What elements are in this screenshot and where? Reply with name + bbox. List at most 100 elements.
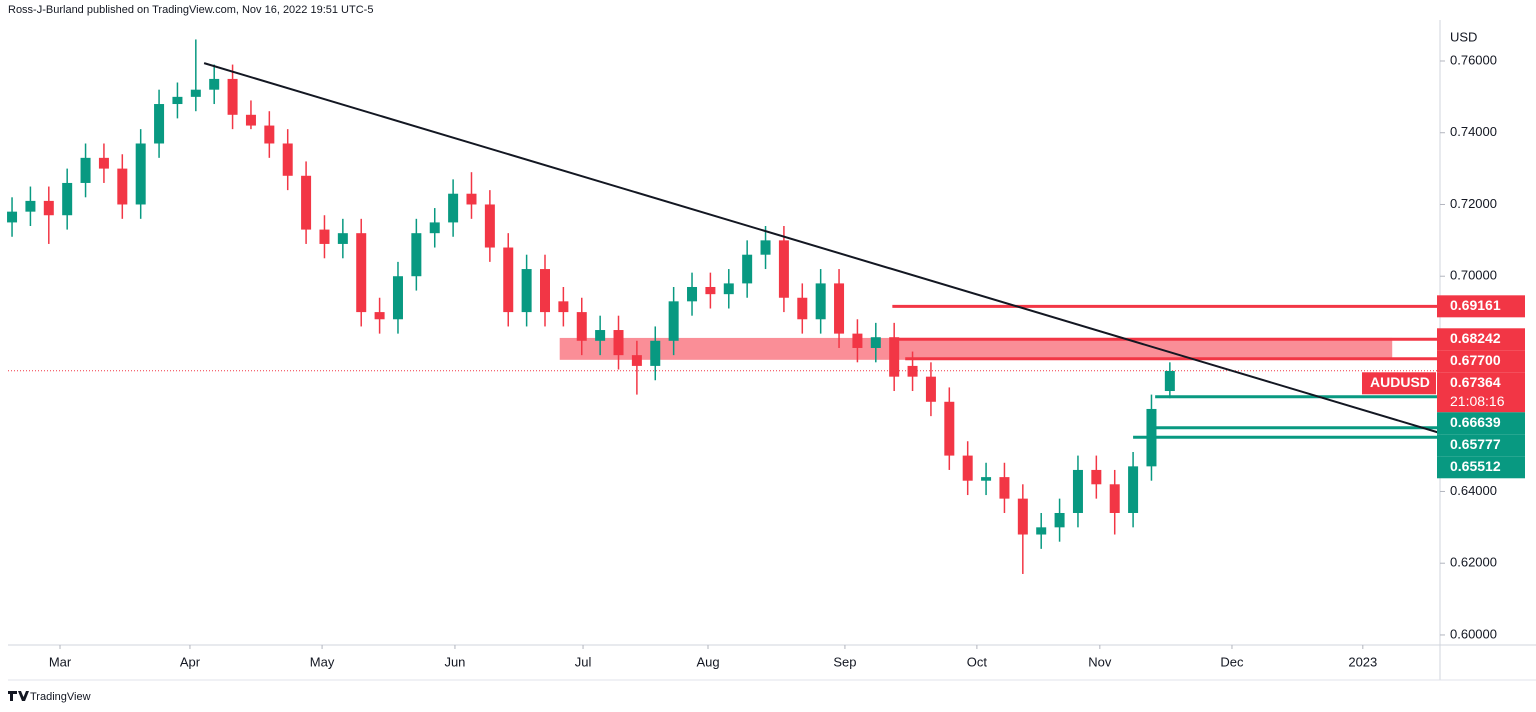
candle-body bbox=[1036, 527, 1047, 535]
trendline bbox=[203, 62, 1441, 434]
brand-logo bbox=[8, 691, 29, 701]
candle-body bbox=[1164, 370, 1175, 392]
candle-body bbox=[503, 247, 514, 313]
candle-body bbox=[1109, 484, 1120, 513]
price-label: 0.68242 bbox=[1450, 330, 1501, 346]
candle-body bbox=[264, 125, 275, 144]
candle-body bbox=[1146, 408, 1157, 467]
price-label-box bbox=[1437, 328, 1525, 351]
y-axis-label: USD bbox=[1450, 29, 1477, 44]
candle-body bbox=[1091, 469, 1102, 485]
candle-body bbox=[613, 330, 624, 356]
x-tick-label: Dec bbox=[1220, 654, 1244, 669]
candle-body bbox=[135, 143, 146, 205]
x-tick-label: Jul bbox=[575, 654, 592, 669]
candle-body bbox=[154, 104, 165, 144]
candle-body bbox=[429, 222, 440, 234]
candle-body bbox=[631, 355, 642, 366]
candle-body bbox=[172, 96, 183, 105]
candle-body bbox=[374, 312, 385, 320]
candle-body bbox=[117, 168, 128, 205]
price-label-box bbox=[1437, 412, 1525, 435]
byline: Ross-J-Burland published on TradingView.… bbox=[8, 4, 373, 16]
candle-body bbox=[282, 143, 293, 176]
y-tick-label: 0.76000 bbox=[1450, 52, 1497, 67]
candle-body bbox=[319, 229, 330, 244]
candle-body bbox=[1128, 466, 1139, 513]
candle-body bbox=[209, 78, 220, 90]
candle-body bbox=[999, 477, 1010, 499]
price-label: 0.65777 bbox=[1450, 436, 1501, 452]
candle-body bbox=[301, 175, 312, 230]
price-label-box bbox=[1437, 295, 1525, 318]
candle-body bbox=[981, 477, 992, 481]
price-label: 0.67700 bbox=[1450, 352, 1501, 368]
candle-body bbox=[245, 114, 256, 126]
candle-body bbox=[650, 340, 661, 366]
candle-body bbox=[705, 286, 716, 295]
candle-body bbox=[907, 365, 918, 377]
price-label-box bbox=[1437, 350, 1525, 373]
price-label-box bbox=[1437, 456, 1525, 479]
zone bbox=[559, 337, 1393, 360]
candle-body bbox=[723, 283, 734, 295]
candle-body bbox=[687, 286, 698, 302]
x-tick-label: May bbox=[310, 654, 335, 669]
candle-body bbox=[558, 301, 569, 313]
candle-body bbox=[760, 240, 771, 255]
candle-body bbox=[1054, 512, 1065, 528]
y-tick-label: 0.64000 bbox=[1450, 483, 1497, 498]
candle-body bbox=[595, 330, 606, 341]
candle-body bbox=[62, 182, 73, 216]
x-tick-label: 2023 bbox=[1348, 654, 1377, 669]
candle-body bbox=[852, 333, 863, 348]
y-tick-label: 0.70000 bbox=[1450, 268, 1497, 283]
price-label-box bbox=[1437, 372, 1525, 413]
y-tick-label: 0.60000 bbox=[1450, 626, 1497, 641]
candle-body bbox=[190, 89, 201, 97]
candle-body bbox=[540, 269, 550, 313]
candle-body bbox=[411, 233, 422, 277]
candle-body bbox=[356, 233, 367, 313]
candle-body bbox=[778, 240, 789, 298]
candle-body bbox=[484, 204, 495, 248]
candle-body bbox=[80, 157, 91, 183]
candle-body bbox=[521, 269, 532, 313]
x-tick-label: Nov bbox=[1088, 654, 1112, 669]
price-label: 0.65512 bbox=[1450, 458, 1501, 474]
x-tick-label: Oct bbox=[967, 654, 988, 669]
candle-body bbox=[576, 312, 587, 341]
candle-body bbox=[1017, 498, 1028, 535]
price-label-box bbox=[1437, 434, 1525, 457]
candle-body bbox=[227, 78, 238, 115]
candle-body bbox=[392, 276, 403, 320]
price-label: 0.66639 bbox=[1450, 414, 1501, 430]
candle-body bbox=[925, 376, 936, 402]
candle-body bbox=[797, 297, 808, 320]
candle-body bbox=[337, 233, 348, 244]
candle-body bbox=[7, 211, 18, 223]
brand: TradingView bbox=[30, 691, 91, 703]
x-tick-label: Aug bbox=[696, 654, 719, 669]
x-tick-label: Mar bbox=[49, 654, 72, 669]
candle-body bbox=[1072, 469, 1083, 513]
candle-body bbox=[834, 283, 845, 334]
candle-body bbox=[870, 337, 881, 348]
candle-body bbox=[944, 401, 955, 456]
x-tick-label: Jun bbox=[444, 654, 465, 669]
candle-body bbox=[889, 337, 900, 377]
y-tick-label: 0.72000 bbox=[1450, 196, 1497, 211]
candle-body bbox=[962, 455, 973, 481]
price-label: 0.69161 bbox=[1450, 297, 1501, 313]
symbol-box bbox=[1362, 372, 1436, 395]
candle-body bbox=[43, 200, 54, 216]
candle-body bbox=[668, 301, 679, 341]
candle-body bbox=[742, 254, 753, 284]
countdown: 21:08:16 bbox=[1450, 393, 1505, 409]
y-tick-label: 0.74000 bbox=[1450, 124, 1497, 139]
candle-body bbox=[466, 193, 477, 205]
candle-body bbox=[98, 157, 109, 169]
candle-body bbox=[448, 193, 459, 223]
y-tick-label: 0.62000 bbox=[1450, 555, 1497, 570]
